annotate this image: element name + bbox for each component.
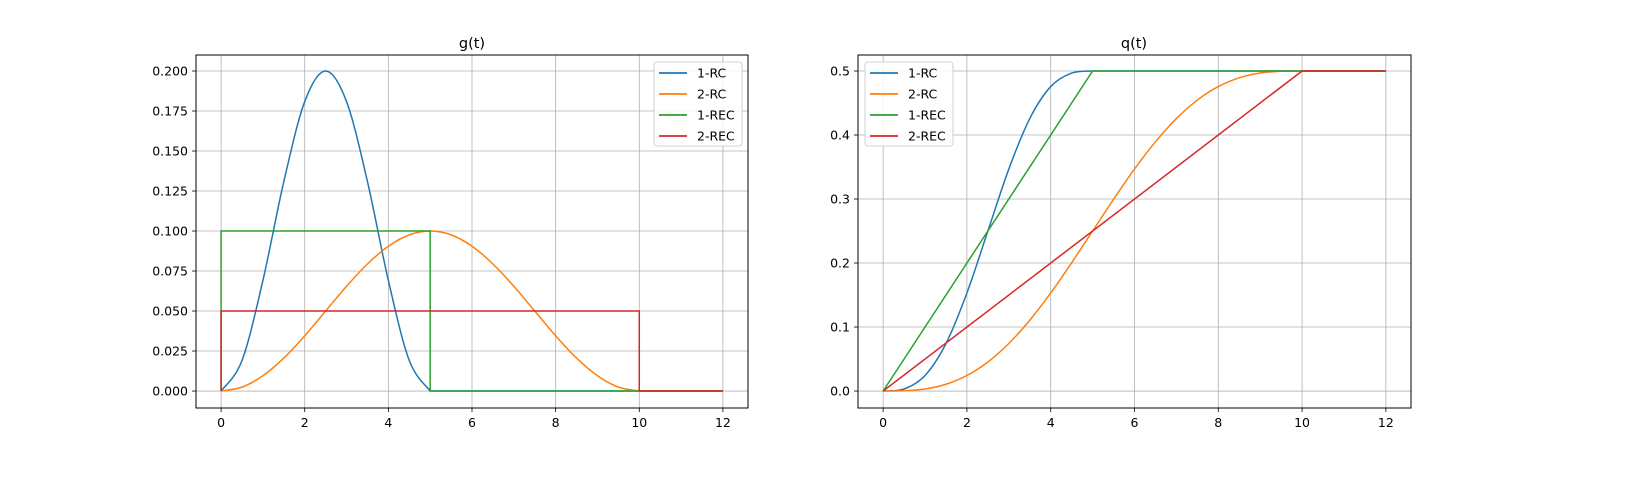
legend-label: 2-RC xyxy=(697,87,727,102)
series-line-2-rec xyxy=(882,70,1386,392)
legend-label: 1-REC xyxy=(697,108,735,123)
x-tick-label: 2 xyxy=(301,415,309,430)
x-tick-label: 2 xyxy=(963,415,971,430)
y-tick-label: 0.100 xyxy=(152,224,188,239)
legend-box xyxy=(864,61,954,147)
legend-label: 2-REC xyxy=(697,129,735,144)
legend: 1-RC 2-RC 1-REC 2-REC xyxy=(864,61,954,147)
y-tick-label: 0.5 xyxy=(830,64,850,79)
axes-frame xyxy=(195,54,749,409)
y-tick-label: 0.175 xyxy=(152,104,188,119)
x-tick-label: 6 xyxy=(1131,415,1139,430)
y-tick-label: 0.2 xyxy=(830,256,850,271)
x-tick-label: 0 xyxy=(879,415,887,430)
series-line-1-rec xyxy=(882,70,1386,392)
y-tick-label: 0.000 xyxy=(152,384,188,399)
x-tick-label: 4 xyxy=(1047,415,1055,430)
series-line-1-rec xyxy=(220,230,723,392)
chart-q-of-t: q(t) 0 2 4 6 8 10 12 0.0 0.1 0.2 0.3 0.4 0.5 1-RC 2-RC… xyxy=(830,36,1412,430)
chart-title: q(t) xyxy=(1121,36,1147,52)
axes-frame xyxy=(857,54,1412,409)
legend-label: 2-REC xyxy=(908,129,946,144)
x-tick-label: 6 xyxy=(468,415,476,430)
y-tick-label: 0.3 xyxy=(830,192,850,207)
legend-box xyxy=(653,61,743,147)
series-line-1-rc xyxy=(220,70,723,392)
x-tick-label: 8 xyxy=(1214,415,1222,430)
chart-title: g(t) xyxy=(459,36,485,52)
chart-g-of-t: g(t) 0 2 4 6 8 10 12 0.000 0.025 0.050 0.075 0.100 0… xyxy=(152,36,749,430)
x-tick-label: 12 xyxy=(1378,415,1394,430)
y-tick-label: 0.0 xyxy=(830,384,850,399)
y-tick-label: 0.1 xyxy=(830,320,850,335)
x-tick-label: 10 xyxy=(631,415,647,430)
x-tick-label: 10 xyxy=(1294,415,1310,430)
x-tick-label: 12 xyxy=(715,415,731,430)
x-tick-label: 4 xyxy=(384,415,392,430)
y-tick-label: 0.150 xyxy=(152,144,188,159)
y-tick-label: 0.050 xyxy=(152,304,188,319)
legend-label: 1-RC xyxy=(697,66,727,81)
y-tick-label: 0.125 xyxy=(152,184,188,199)
legend-label: 1-REC xyxy=(908,108,946,123)
y-tick-label: 0.4 xyxy=(830,128,850,143)
y-tick-label: 0.025 xyxy=(152,344,188,359)
x-tick-label: 8 xyxy=(552,415,560,430)
legend-label: 1-RC xyxy=(908,66,938,81)
series-line-2-rec xyxy=(220,310,723,392)
y-tick-label: 0.200 xyxy=(152,64,188,79)
legend-label: 2-RC xyxy=(908,87,938,102)
y-tick-label: 0.075 xyxy=(152,264,188,279)
x-tick-label: 0 xyxy=(217,415,225,430)
legend: 1-RC 2-RC 1-REC 2-REC xyxy=(653,61,743,147)
